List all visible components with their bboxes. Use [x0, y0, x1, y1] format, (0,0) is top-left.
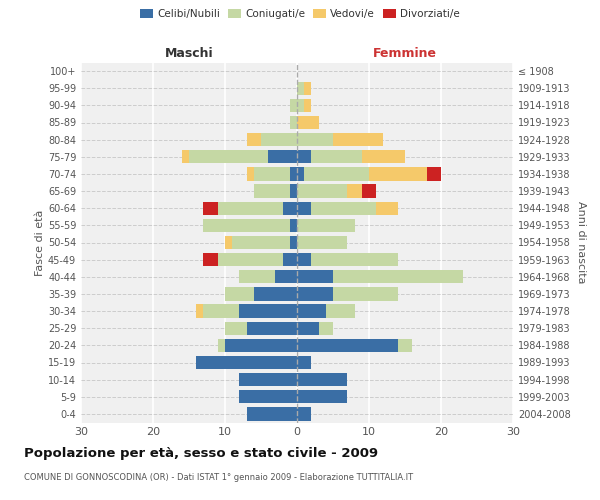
- Bar: [247, 167, 254, 180]
- Bar: [311, 150, 362, 164]
- Bar: [196, 304, 203, 318]
- Bar: [203, 202, 218, 215]
- Bar: [254, 184, 290, 198]
- Bar: [297, 407, 311, 420]
- Bar: [304, 82, 311, 95]
- Bar: [218, 253, 283, 266]
- Y-axis label: Fasce di età: Fasce di età: [35, 210, 45, 276]
- Bar: [290, 116, 297, 129]
- Bar: [283, 253, 297, 266]
- Bar: [297, 82, 304, 95]
- Bar: [362, 184, 376, 198]
- Bar: [290, 236, 297, 249]
- Bar: [290, 218, 297, 232]
- Bar: [261, 133, 297, 146]
- Bar: [225, 287, 254, 300]
- Bar: [203, 253, 218, 266]
- Bar: [326, 304, 355, 318]
- Bar: [297, 304, 326, 318]
- Bar: [254, 167, 290, 180]
- Bar: [297, 167, 304, 180]
- Bar: [297, 150, 311, 164]
- Bar: [311, 253, 398, 266]
- Bar: [297, 184, 347, 198]
- Bar: [203, 218, 290, 232]
- Bar: [297, 373, 347, 386]
- Bar: [239, 373, 297, 386]
- Bar: [283, 202, 297, 215]
- Bar: [239, 390, 297, 404]
- Bar: [254, 287, 297, 300]
- Text: Maschi: Maschi: [164, 47, 214, 60]
- Bar: [275, 270, 297, 283]
- Text: Femmine: Femmine: [373, 47, 437, 60]
- Bar: [247, 322, 297, 335]
- Bar: [319, 322, 333, 335]
- Bar: [290, 184, 297, 198]
- Bar: [311, 202, 376, 215]
- Bar: [304, 98, 311, 112]
- Bar: [333, 287, 398, 300]
- Bar: [189, 150, 268, 164]
- Bar: [247, 407, 297, 420]
- Bar: [297, 390, 347, 404]
- Bar: [369, 167, 427, 180]
- Bar: [297, 270, 333, 283]
- Bar: [232, 236, 290, 249]
- Bar: [225, 236, 232, 249]
- Bar: [427, 167, 441, 180]
- Bar: [239, 304, 297, 318]
- Bar: [225, 338, 297, 352]
- Bar: [297, 133, 333, 146]
- Text: COMUNE DI GONNOSCODINA (OR) - Dati ISTAT 1° gennaio 2009 - Elaborazione TUTTITAL: COMUNE DI GONNOSCODINA (OR) - Dati ISTAT…: [24, 472, 413, 482]
- Bar: [347, 184, 362, 198]
- Bar: [239, 270, 275, 283]
- Bar: [218, 202, 283, 215]
- Bar: [304, 167, 369, 180]
- Bar: [297, 322, 319, 335]
- Bar: [333, 133, 383, 146]
- Bar: [182, 150, 189, 164]
- Bar: [297, 287, 333, 300]
- Text: Popolazione per età, sesso e stato civile - 2009: Popolazione per età, sesso e stato civil…: [24, 448, 378, 460]
- Bar: [297, 338, 398, 352]
- Legend: Celibi/Nubili, Coniugati/e, Vedovi/e, Divorziati/e: Celibi/Nubili, Coniugati/e, Vedovi/e, Di…: [136, 5, 464, 24]
- Bar: [297, 116, 319, 129]
- Bar: [290, 98, 297, 112]
- Bar: [218, 338, 225, 352]
- Bar: [297, 356, 311, 369]
- Y-axis label: Anni di nascita: Anni di nascita: [576, 201, 586, 284]
- Bar: [376, 202, 398, 215]
- Bar: [297, 218, 355, 232]
- Bar: [203, 304, 239, 318]
- Bar: [297, 236, 347, 249]
- Bar: [398, 338, 412, 352]
- Bar: [297, 253, 311, 266]
- Bar: [290, 167, 297, 180]
- Bar: [333, 270, 463, 283]
- Bar: [362, 150, 405, 164]
- Bar: [247, 133, 261, 146]
- Bar: [196, 356, 297, 369]
- Bar: [268, 150, 297, 164]
- Bar: [297, 98, 304, 112]
- Bar: [297, 202, 311, 215]
- Bar: [225, 322, 247, 335]
